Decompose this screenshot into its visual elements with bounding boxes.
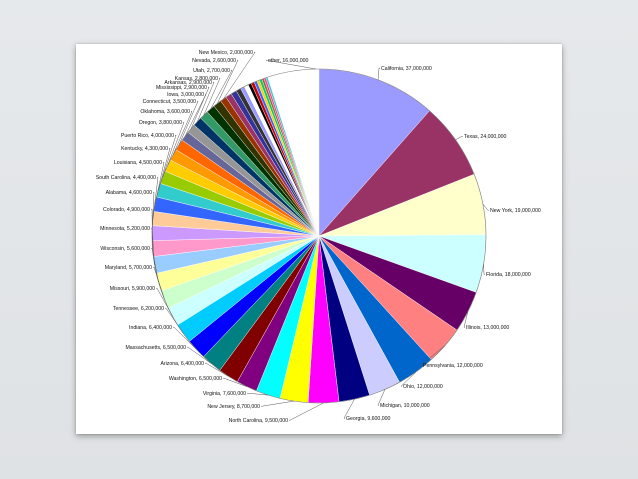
leader-line	[343, 399, 355, 419]
leader-line	[377, 389, 386, 406]
slice-label: Mississippi, 2,900,000	[156, 85, 207, 91]
leader-line	[400, 371, 417, 387]
leader-line	[261, 400, 295, 407]
leader-line	[190, 86, 210, 129]
leader-line	[152, 176, 159, 219]
slice-label: Massachusetts, 6,500,000	[125, 345, 186, 351]
leader-line	[289, 402, 324, 421]
slice-label: Florida, 18,000,000	[486, 272, 531, 278]
slice-label: North Carolina, 9,500,000	[229, 418, 289, 424]
slice-label: Connecticut, 3,500,000	[143, 99, 196, 105]
leader-line	[483, 263, 485, 275]
slice-label: California, 37,000,000	[381, 66, 432, 72]
slice-label: Tennessee, 6,200,000	[113, 306, 164, 312]
leader-line	[420, 345, 446, 366]
slice-label: Washington, 6,500,000	[169, 376, 222, 382]
slice-label: Iowa, 3,000,000	[167, 92, 204, 98]
slice-label: New Mexico, 2,000,000	[199, 50, 253, 56]
leader-line	[247, 392, 269, 396]
leader-line	[173, 326, 197, 350]
leader-line	[158, 147, 171, 191]
chart-card: California, 37,000,000 Texas, 24,000,000 N…	[76, 44, 562, 434]
leader-line	[265, 59, 316, 70]
leader-line	[151, 191, 155, 234]
leader-line	[151, 208, 153, 249]
slice-label: Kentucky, 4,300,000	[121, 146, 168, 152]
slice-label: Maryland, 5,700,000	[105, 265, 152, 271]
leader-line	[455, 135, 463, 141]
leader-line	[187, 346, 212, 365]
leader-line	[197, 81, 215, 122]
leader-line	[210, 69, 233, 110]
slice-label: Texas, 24,000,000	[464, 134, 507, 140]
leader-line	[178, 100, 199, 145]
slice-label: Virginia, 7,600,000	[203, 391, 246, 397]
leader-line	[205, 362, 229, 377]
slice-label: Michigan, 10,000,000	[380, 403, 430, 409]
slice-label: Indiana, 6,400,000	[129, 325, 172, 331]
leader-line	[165, 307, 184, 334]
slice-label: South Carolina, 4,400,000	[96, 175, 156, 181]
pie-outline	[151, 68, 487, 404]
slice-label: Utah, 2,700,000	[193, 68, 230, 74]
leader-line	[151, 247, 159, 283]
slice-label: Puerto Rico, 4,000,000	[121, 133, 174, 139]
leader-line	[156, 287, 173, 317]
leader-line	[223, 51, 256, 100]
slice-label: Louisiana, 4,500,000	[114, 160, 162, 166]
slice-label: Missouri, 5,900,000	[110, 286, 155, 292]
slice-label: Pennsylvania, 12,000,000	[423, 363, 483, 369]
leader-line	[167, 121, 185, 166]
leader-line	[377, 67, 380, 80]
slice-label: Georgia, 9,600,000	[346, 416, 391, 422]
leader-line	[463, 311, 469, 328]
leader-line	[217, 59, 239, 104]
slice-label: Colorado, 4,900,000	[103, 207, 150, 213]
leader-line	[154, 161, 165, 205]
slice-label: Illinois, 13,000,000	[466, 325, 509, 331]
leader-line	[203, 77, 221, 116]
leader-line	[172, 110, 193, 155]
slice-label: other, 16,000,000	[268, 58, 308, 64]
leader-line	[223, 377, 247, 387]
leader-line	[162, 134, 177, 178]
slice-label: Wisconsin, 5,600,000	[100, 246, 150, 252]
slice-label: Nevada, 2,600,000	[192, 58, 236, 64]
leader-line	[153, 266, 165, 300]
slice-label: Ohio, 12,000,000	[403, 384, 443, 390]
slice-label: Oregon, 3,800,000	[139, 120, 182, 126]
slice-label: Oklahoma, 3,600,000	[140, 109, 190, 115]
slice-label: Alabama, 4,600,000	[106, 190, 153, 196]
slice-label: Arizona, 6,400,000	[160, 361, 204, 367]
leader-line	[482, 203, 489, 211]
pie-chart: California, 37,000,000 Texas, 24,000,000 N…	[96, 50, 541, 424]
slice-label: New Jersey, 8,700,000	[207, 404, 260, 410]
slice-label: Minnesota, 5,200,000	[100, 226, 150, 232]
slice-label: Kansas, 2,800,000	[175, 76, 218, 82]
slice-label: New York, 19,000,000	[490, 208, 541, 214]
slice-label: Arkansas, 2,900,000	[164, 80, 212, 86]
